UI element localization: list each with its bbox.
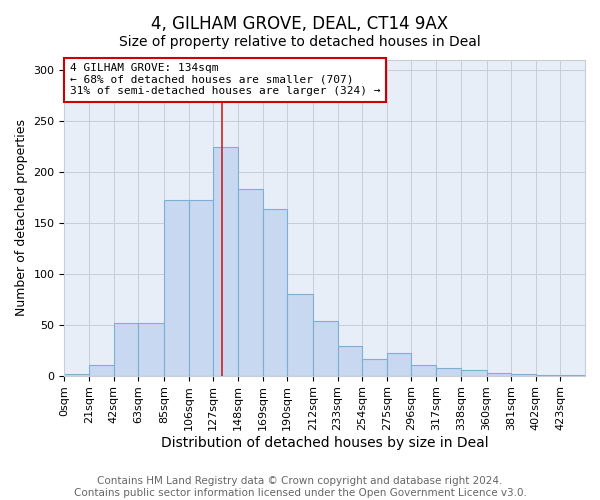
Bar xyxy=(412,364,436,376)
Bar xyxy=(138,323,164,376)
Bar xyxy=(536,374,560,376)
Bar xyxy=(188,200,214,376)
Bar xyxy=(263,208,287,376)
Text: Size of property relative to detached houses in Deal: Size of property relative to detached ho… xyxy=(119,35,481,49)
Y-axis label: Number of detached properties: Number of detached properties xyxy=(15,120,28,316)
X-axis label: Distribution of detached houses by size in Deal: Distribution of detached houses by size … xyxy=(161,436,488,450)
Bar xyxy=(89,364,113,376)
Bar xyxy=(560,374,585,376)
Text: Contains HM Land Registry data © Crown copyright and database right 2024.
Contai: Contains HM Land Registry data © Crown c… xyxy=(74,476,526,498)
Bar xyxy=(214,146,238,376)
Bar xyxy=(64,374,89,376)
Text: 4 GILHAM GROVE: 134sqm
← 68% of detached houses are smaller (707)
31% of semi-de: 4 GILHAM GROVE: 134sqm ← 68% of detached… xyxy=(70,63,380,96)
Bar xyxy=(362,360,387,376)
Bar xyxy=(487,372,511,376)
Bar xyxy=(436,368,461,376)
Bar xyxy=(113,323,138,376)
Bar xyxy=(164,200,188,376)
Text: 4, GILHAM GROVE, DEAL, CT14 9AX: 4, GILHAM GROVE, DEAL, CT14 9AX xyxy=(151,15,449,33)
Bar xyxy=(338,346,362,376)
Bar xyxy=(313,320,338,376)
Bar xyxy=(461,370,487,376)
Bar xyxy=(287,294,313,376)
Bar xyxy=(387,354,412,376)
Bar xyxy=(238,190,263,376)
Bar xyxy=(511,374,536,376)
